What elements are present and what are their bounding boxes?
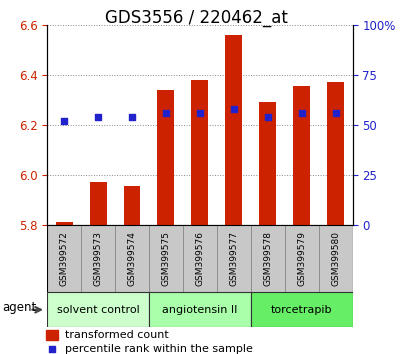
Bar	[148, 292, 250, 327]
Bar	[123, 186, 140, 225]
Bar	[284, 225, 318, 292]
Text: agent: agent	[2, 302, 36, 314]
Point	[61, 118, 67, 124]
Text: GSM399573: GSM399573	[93, 231, 102, 286]
Point	[332, 110, 338, 116]
Bar	[225, 35, 242, 225]
Point	[94, 114, 101, 120]
Bar	[191, 80, 208, 225]
Bar	[250, 292, 352, 327]
Point	[298, 110, 304, 116]
Bar	[250, 225, 284, 292]
Text: GSM399576: GSM399576	[195, 231, 204, 286]
Text: torcetrapib: torcetrapib	[270, 305, 332, 315]
Bar	[47, 292, 148, 327]
Bar	[318, 225, 352, 292]
Text: GSM399578: GSM399578	[263, 231, 272, 286]
Bar	[89, 182, 106, 225]
Bar	[115, 225, 148, 292]
Text: GSM399575: GSM399575	[161, 231, 170, 286]
Text: GSM399572: GSM399572	[59, 231, 68, 286]
Point	[128, 114, 135, 120]
Bar	[292, 86, 310, 225]
Point	[230, 106, 236, 112]
Bar	[46, 330, 58, 340]
Bar	[216, 225, 250, 292]
Bar	[157, 90, 174, 225]
Text: GSM399580: GSM399580	[330, 231, 339, 286]
Bar	[47, 225, 81, 292]
Point	[49, 346, 55, 352]
Text: GSM399577: GSM399577	[229, 231, 238, 286]
Bar	[81, 225, 115, 292]
Text: transformed count: transformed count	[65, 330, 169, 341]
Bar	[258, 102, 276, 225]
Bar	[148, 225, 182, 292]
Text: GSM399579: GSM399579	[297, 231, 306, 286]
Text: solvent control: solvent control	[56, 305, 139, 315]
Point	[162, 110, 169, 116]
Text: GDS3556 / 220462_at: GDS3556 / 220462_at	[105, 9, 288, 27]
Point	[264, 114, 270, 120]
Point	[196, 110, 203, 116]
Bar	[182, 225, 216, 292]
Text: percentile rank within the sample: percentile rank within the sample	[65, 344, 252, 354]
Bar	[56, 222, 72, 225]
Text: GSM399574: GSM399574	[127, 231, 136, 286]
Text: angiotensin II: angiotensin II	[162, 305, 237, 315]
Bar	[326, 82, 343, 225]
